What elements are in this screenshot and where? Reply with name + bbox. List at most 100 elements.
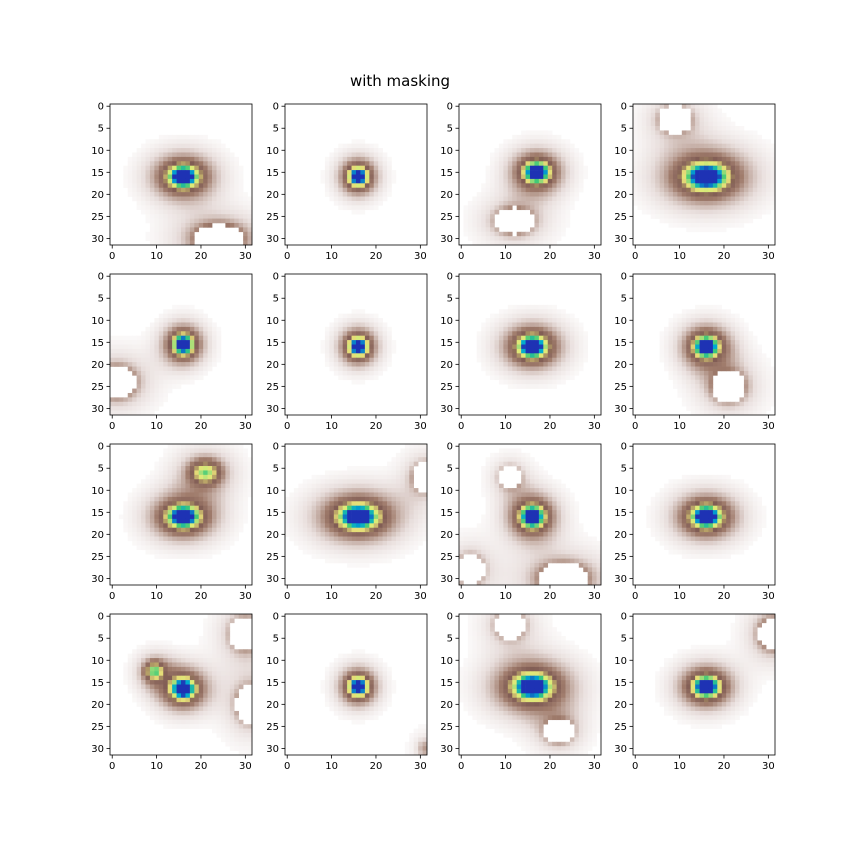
pixel-cell — [229, 501, 235, 506]
pixel-cell — [400, 536, 406, 542]
pixel-cell — [145, 527, 151, 533]
pixel-cell — [167, 483, 173, 489]
pixel-cell — [485, 236, 491, 241]
pixel-cell — [516, 205, 522, 211]
pixel-cell — [512, 200, 517, 206]
pixel-cell — [476, 335, 482, 341]
pixel-cell — [717, 152, 723, 158]
pixel-cell — [503, 205, 509, 211]
pixel-cell — [490, 156, 495, 162]
pixel-cell — [154, 366, 160, 372]
pixel-cell — [378, 353, 383, 359]
pixel-cell — [633, 130, 638, 136]
pixel-cell — [141, 501, 146, 506]
pixel-cell — [739, 410, 745, 416]
pixel-cell — [413, 457, 419, 462]
pixel-cell — [770, 397, 776, 403]
x-tick-label: 30 — [239, 421, 252, 432]
pixel-cell — [347, 326, 352, 332]
pixel-cell — [342, 357, 348, 363]
pixel-cell — [373, 187, 379, 193]
pixel-cell — [507, 156, 513, 162]
pixel-cell — [194, 452, 200, 458]
pixel-cell — [538, 222, 544, 228]
pixel-cell — [203, 156, 208, 162]
pixel-cell — [154, 523, 160, 529]
pixel-cell — [387, 532, 392, 537]
pixel-cell — [481, 344, 486, 350]
pixel-cell — [342, 479, 348, 484]
pixel-cell — [561, 227, 566, 233]
pixel-cell — [132, 536, 137, 542]
pixel-cell — [717, 192, 723, 197]
pixel-cell — [324, 483, 330, 489]
pixel-cell — [364, 192, 370, 197]
pixel-cell — [761, 388, 767, 394]
pixel-cell — [391, 523, 397, 529]
pixel-cell — [413, 448, 419, 454]
pixel-cell — [234, 461, 239, 467]
pixel-cell — [189, 540, 195, 546]
pixel-cell — [704, 152, 709, 158]
pixel-cell — [721, 227, 727, 233]
pixel-cell — [743, 388, 749, 394]
pixel-cell — [220, 452, 226, 458]
pixel-cell — [149, 392, 155, 398]
pixel-cell — [743, 214, 749, 219]
pixel-cell — [664, 156, 669, 162]
pixel-cell — [364, 205, 370, 211]
pixel-cell — [149, 505, 155, 511]
pixel-cell — [145, 209, 151, 215]
pixel-cell — [136, 178, 142, 184]
pixel-cell — [659, 218, 665, 224]
pixel-cell — [494, 183, 500, 189]
pixel-cell — [757, 209, 762, 215]
pixel-cell — [404, 549, 410, 555]
x-tick-label: 0 — [284, 421, 290, 432]
pixel-cell — [494, 318, 500, 323]
pixel-cell — [686, 227, 691, 233]
pixel-cell — [704, 143, 709, 149]
pixel-cell — [163, 375, 168, 381]
pixel-cell — [382, 501, 388, 506]
y-tick-label: 30 — [440, 234, 453, 245]
pixel-cell — [356, 379, 361, 385]
pixel-cell — [712, 187, 718, 193]
pixel-cell — [395, 518, 401, 524]
pixel-cell — [373, 523, 379, 529]
pixel-cell — [690, 152, 696, 158]
pixel-cell — [583, 335, 588, 341]
pixel-cell — [422, 505, 428, 511]
pixel-cell — [158, 322, 164, 328]
pixel-cell — [181, 134, 186, 140]
pixel-cell — [538, 227, 544, 233]
pixel-cell — [333, 353, 339, 359]
pixel-cell — [690, 104, 696, 109]
pixel-cell — [668, 375, 674, 381]
pixel-cell — [681, 340, 687, 345]
pixel-cell — [141, 540, 146, 546]
pixel-cell — [748, 187, 754, 193]
pixel-cell — [207, 170, 213, 175]
pixel-cell — [136, 388, 142, 394]
pixel-cell — [369, 523, 375, 529]
pixel-cell — [158, 357, 164, 363]
pixel-cell — [185, 461, 191, 467]
pixel-cell — [311, 496, 317, 502]
pixel-cell — [154, 170, 160, 175]
pixel-cell — [172, 444, 177, 449]
pixel-cell — [400, 496, 406, 502]
pixel-cell — [677, 379, 683, 385]
pixel-cell — [494, 161, 500, 166]
pixel-cell — [485, 340, 491, 345]
pixel-cell — [686, 143, 691, 149]
pixel-cell — [735, 152, 740, 158]
pixel-cell — [141, 152, 146, 158]
pixel-cell — [543, 178, 549, 184]
pixel-cell — [717, 218, 723, 224]
pixel-cell — [726, 353, 731, 359]
pixel-cell — [686, 174, 691, 180]
pixel-cell — [185, 527, 191, 533]
pixel-cell — [655, 187, 660, 193]
pixel-cell — [530, 156, 535, 162]
